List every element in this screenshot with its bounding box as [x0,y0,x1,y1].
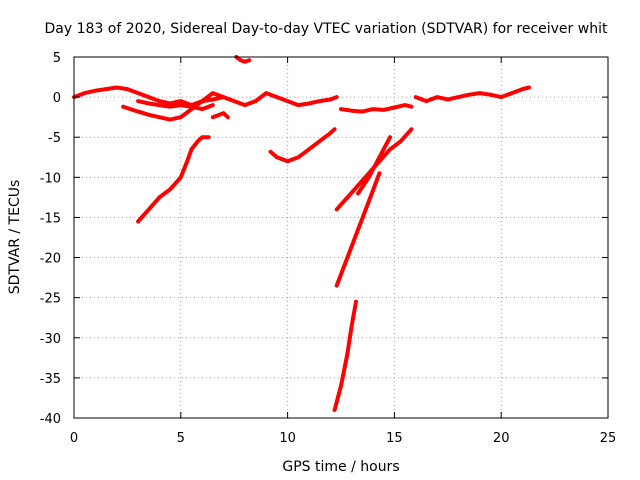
y-tick-label: -25 [40,292,61,307]
ticks: 0 5 10 15 20 25 5 0 -5 -10 -15 -20 -25 -30 -35 -40 [40,51,617,446]
series-13 [356,135,393,196]
series-1 [72,85,205,108]
x-tick-label: 20 [493,431,510,446]
series-7 [234,55,252,64]
series-9 [268,127,337,164]
chart-title: Day 183 of 2020, Sidereal Day-to-day VTE… [45,21,608,37]
plot-frame [73,56,609,419]
series-15 [413,85,531,104]
y-tick-label: 0 [53,91,61,106]
grid [74,57,608,418]
y-tick-label: -10 [40,171,61,186]
x-tick-label: 15 [386,431,403,446]
y-tick-label: 5 [53,51,61,66]
x-tick-label: 10 [279,431,296,446]
series-layer [72,55,531,412]
y-tick-label: -5 [48,131,61,146]
series-3 [136,99,215,112]
series-4 [168,91,226,122]
series-14 [339,103,414,114]
series-6 [200,91,339,108]
series-11 [334,171,382,288]
x-axis-label: GPS time / hours [282,459,399,475]
y-tick-label: -20 [40,252,61,267]
series-5 [210,111,230,120]
series-2 [121,104,173,122]
y-tick-label: -35 [40,372,61,387]
y-tick-label: -15 [40,211,61,226]
y-axis-label: SDTVAR / TECUs [7,180,23,295]
y-tick-label: -30 [40,332,61,347]
series-8 [136,135,211,224]
x-tick-label: 25 [600,431,617,446]
x-tick-label: 5 [177,431,185,446]
x-tick-label: 0 [70,431,78,446]
y-tick-label: -40 [40,412,61,427]
series-12 [332,299,358,412]
